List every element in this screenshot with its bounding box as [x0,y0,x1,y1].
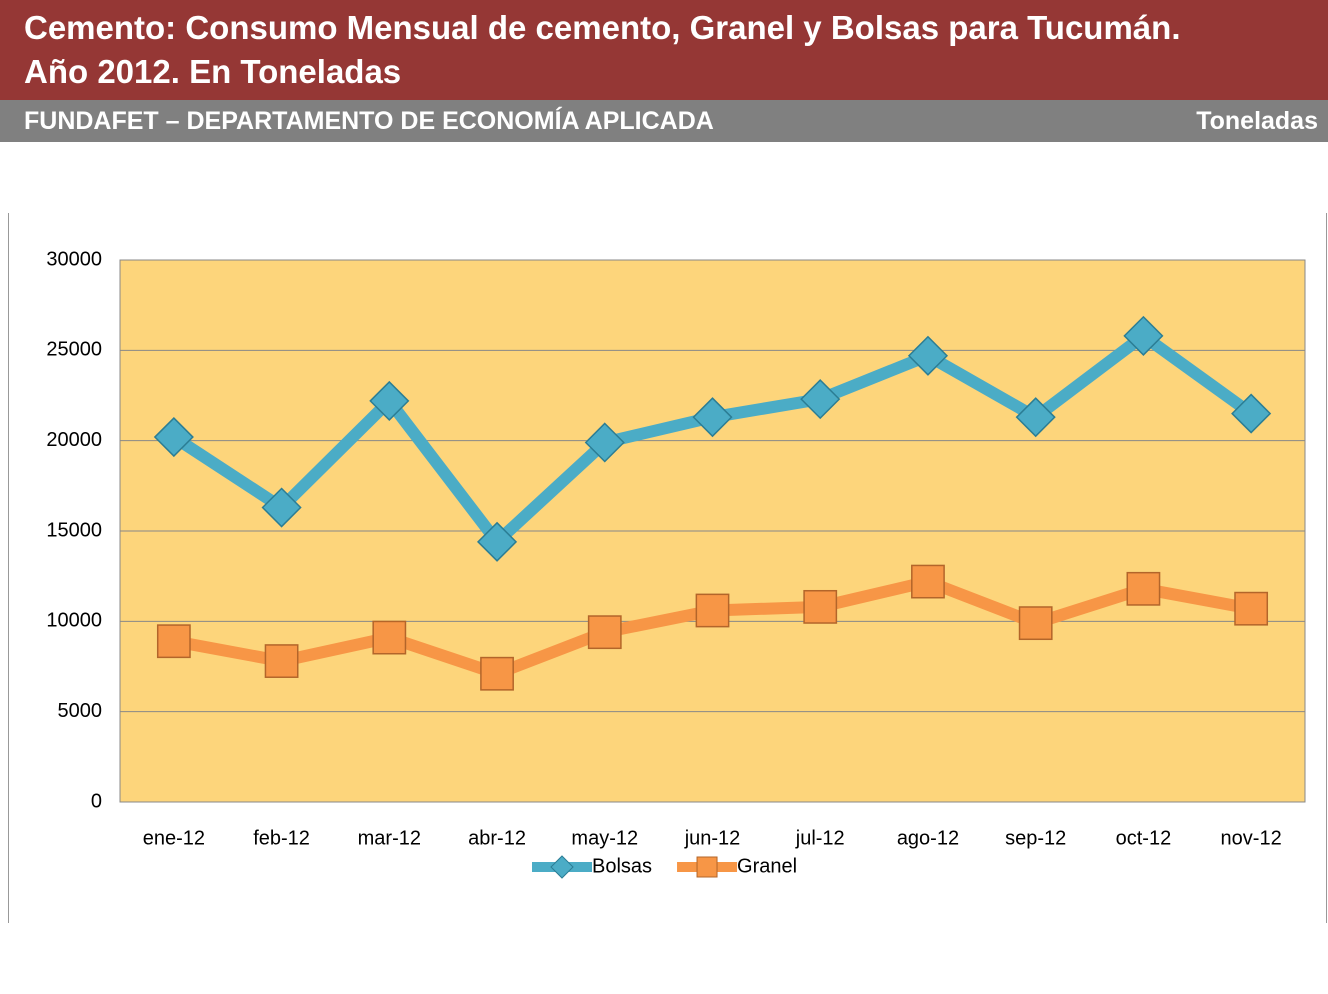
marker [156,624,191,659]
y-tick-label: 5000 [58,700,103,722]
marker [153,416,194,458]
x-tick-label: ene-12 [143,827,205,849]
marker [692,397,733,438]
page: {"header": {"title": "Cemento: Consumo M… [0,0,1328,923]
x-tick-label: jun-12 [684,827,741,849]
legend-label: Granel [737,855,797,877]
subheader: FUNDAFET – DEPARTAMENTO DE ECONOMÍA APLI… [0,100,1328,142]
title: Cemento: Consumo Mensual de cemento, Gra… [24,9,1181,90]
marker [369,380,410,421]
y-tick-label: 15000 [46,519,102,541]
marker [803,589,838,624]
legend-marker [696,856,718,878]
marker [1123,315,1164,356]
x-tick-label: sep-12 [1005,827,1066,849]
subtitle: FUNDAFET – DEPARTAMENTO DE ECONOMÍA APLI… [24,106,714,135]
marker [1018,606,1053,641]
marker [476,521,518,562]
y-tick-label: 20000 [46,429,102,451]
x-tick-label: mar-12 [358,827,421,849]
x-tick-label: nov-12 [1221,827,1282,849]
x-tick-label: ago-12 [897,827,959,849]
marker [372,620,407,655]
y-tick-label: 25000 [46,339,102,361]
chart: 0 5000 10000 15000 20000 25000 30000 ene-12 feb-… [8,213,1327,923]
header: Cemento: Consumo Mensual de cemento, Gra… [0,0,1328,100]
x-tick-label: may-12 [571,827,638,849]
marker [264,644,299,678]
marker [1015,397,1056,438]
marker [911,564,945,599]
marker [480,656,514,691]
y-tick-label: 0 [91,790,102,812]
y-tick-label: 10000 [46,610,102,632]
x-tick-label: abr-12 [468,827,526,849]
marker [587,615,622,650]
marker [584,422,625,463]
x-tick-label: oct-12 [1116,827,1172,849]
unit: Toneladas [1196,106,1318,135]
y-tick-label: 30000 [46,248,102,270]
x-tick-label: jul-12 [795,827,845,849]
x-tick-label: feb-12 [253,827,310,849]
marker [261,487,302,528]
marker [1126,571,1161,606]
marker [800,379,841,420]
marker [695,593,730,628]
marker [907,335,949,376]
plot-border [119,259,1306,803]
marker [1234,591,1269,626]
legend-label: Bolsas [592,855,652,877]
legend-marker [550,855,574,879]
marker [1231,393,1272,434]
